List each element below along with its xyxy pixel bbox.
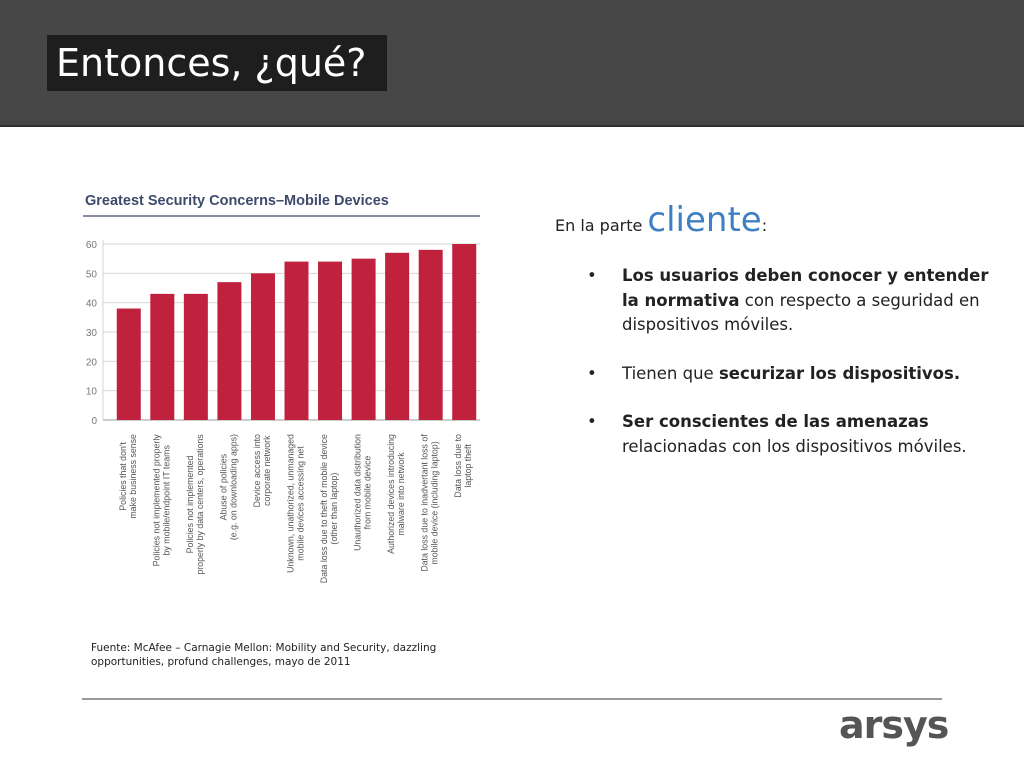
bar: [183, 293, 208, 420]
x-tick-line: from mobile device: [363, 455, 373, 529]
intro-line: En la parte cliente:: [555, 200, 1005, 240]
x-tick-line: (other than laptop): [329, 473, 339, 545]
bar-chart: 0 10 20 30 40 50 60 Policies that don'tmake bus…: [83, 215, 480, 583]
x-tick-label: Data loss due to inadvertant loss ofmobi…: [420, 434, 440, 572]
x-tick-line: malware into network: [396, 452, 406, 536]
x-tick-label: Policies that don'tmake business sense: [118, 434, 138, 519]
bar: [250, 273, 275, 420]
y-tick-label: 60: [86, 240, 98, 251]
intro-prefix: En la parte: [555, 216, 648, 235]
bullet-item: • Tienen que securizar los dispositivos.: [555, 362, 1005, 387]
bar: [116, 308, 141, 420]
bullet-3-bold: Ser conscientes de las amenazas: [622, 412, 929, 431]
bullet-2-bold: securizar los dispositivos.: [718, 363, 961, 383]
right-text-block: En la parte cliente: • Los usuarios debe…: [555, 200, 1005, 483]
x-tick-line: by mobile/endpoint IT teams: [161, 445, 171, 556]
intro-suffix: :: [761, 216, 768, 235]
source-note: Fuente: McAfee – Carnagie Mellon: Mobili…: [91, 642, 437, 668]
y-tick-label: 40: [86, 299, 98, 310]
x-tick-line: Authorized devices introducing: [386, 434, 396, 554]
slide-title: Entonces, ¿qué?: [56, 41, 367, 85]
x-tick-text: Policies not implementedproperly by data…: [185, 434, 205, 575]
y-tick-label: 50: [86, 269, 98, 280]
x-tick-line: make business sense: [128, 434, 138, 519]
bar: [385, 252, 410, 420]
x-tick-text: Unauthorized data distributionfrom mobil…: [353, 434, 373, 551]
x-tick-text: Authorized devices introducingmalware in…: [386, 434, 406, 554]
x-tick-label: Authorized devices introducingmalware in…: [386, 434, 406, 554]
x-tick-line: Data loss due to: [453, 434, 463, 498]
x-tick-label: Unauthorized data distributionfrom mobil…: [353, 434, 373, 551]
x-tick-label: Device access intocorporate network: [252, 434, 272, 507]
bar: [217, 282, 242, 420]
x-tick-line: Device access into: [252, 434, 262, 507]
x-tick-text: Data loss due to theft of mobile device(…: [319, 434, 339, 583]
x-tick-text: Data loss due to inadvertant loss ofmobi…: [420, 434, 440, 572]
x-tick-line: Data loss due to inadvertant loss of: [420, 434, 430, 572]
x-tick-line: mobile device (including laptop): [430, 441, 440, 564]
y-tick-label: 30: [86, 328, 98, 339]
bar: [284, 261, 309, 420]
x-tick-text: Device access intocorporate network: [252, 434, 272, 507]
x-tick-label: Policies not implementedproperly by data…: [185, 434, 205, 575]
x-tick-text: Abuse of policies(e.g. on downloading ap…: [218, 434, 238, 540]
bullet-dot: •: [587, 266, 597, 285]
bullet-dot: •: [587, 412, 597, 431]
bullet-1-bold: Los usuarios deben conocer y entender la…: [622, 266, 989, 310]
bullet-dot: •: [587, 363, 597, 383]
bullet-list: • Los usuarios deben conocer y entender …: [555, 264, 1005, 459]
x-tick-line: (e.g. on downloading apps): [228, 434, 238, 540]
x-tick-line: Unknown, unathorized, unmanaged: [286, 434, 296, 573]
x-tick-label: Data loss due to theft of mobile device(…: [319, 434, 339, 583]
bar: [418, 249, 443, 420]
x-tick-line: properly by data centers, operations: [195, 434, 205, 575]
y-tick-label: 10: [86, 387, 98, 398]
x-tick-line: Policies not implemented properly: [151, 434, 161, 567]
x-tick-text: Unknown, unathorized, unmanagedmobile de…: [286, 434, 306, 573]
bullet-1-text: con respecto a seguridad en dispositivos…: [622, 290, 980, 335]
x-tick-text: Policies that don'tmake business sense: [118, 434, 138, 519]
y-tick-label: 20: [86, 357, 98, 368]
bar: [318, 261, 343, 420]
footer-divider: [82, 698, 942, 700]
bar: [150, 293, 175, 420]
x-tick-label: Abuse of policies(e.g. on downloading ap…: [218, 434, 238, 540]
title-box: [47, 35, 387, 91]
bullet-item: • Los usuarios deben conocer y entender …: [555, 264, 1005, 338]
x-tick-line: Policies that don't: [118, 441, 128, 510]
x-tick-line: mobile devices accessing net: [296, 446, 306, 561]
x-tick-line: Data loss due to theft of mobile device: [319, 434, 329, 583]
y-tick-label: 0: [91, 416, 97, 427]
x-tick-text: Policies not implemented properlyby mobi…: [151, 434, 171, 567]
bar: [452, 244, 477, 420]
intro-highlight: cliente: [647, 200, 762, 240]
chart-title: Greatest Security Concerns–Mobile Device…: [85, 193, 389, 209]
x-tick-label: Data loss due tolaptop theft: [453, 434, 473, 498]
x-tick-line: Policies not implemented: [185, 455, 195, 553]
bullet-3-text: relacionadas con los dispositivos móvile…: [622, 436, 967, 456]
x-tick-label: Policies not implemented properlyby mobi…: [151, 434, 171, 567]
x-tick-text: Data loss due tolaptop theft: [453, 434, 473, 498]
x-tick-line: Unauthorized data distribution: [353, 434, 363, 551]
x-tick-line: corporate network: [262, 435, 272, 506]
x-tick-line: Abuse of policies: [218, 453, 228, 520]
x-tick-line: laptop theft: [463, 444, 473, 488]
bullet-item: • Ser conscientes de las amenazas relaci…: [555, 410, 1005, 459]
bullet-2-text: Tienen que: [622, 363, 719, 383]
arsys-logo: arsys: [839, 703, 949, 747]
bar: [351, 258, 376, 420]
x-tick-label: Unknown, unathorized, unmanagedmobile de…: [286, 434, 306, 573]
